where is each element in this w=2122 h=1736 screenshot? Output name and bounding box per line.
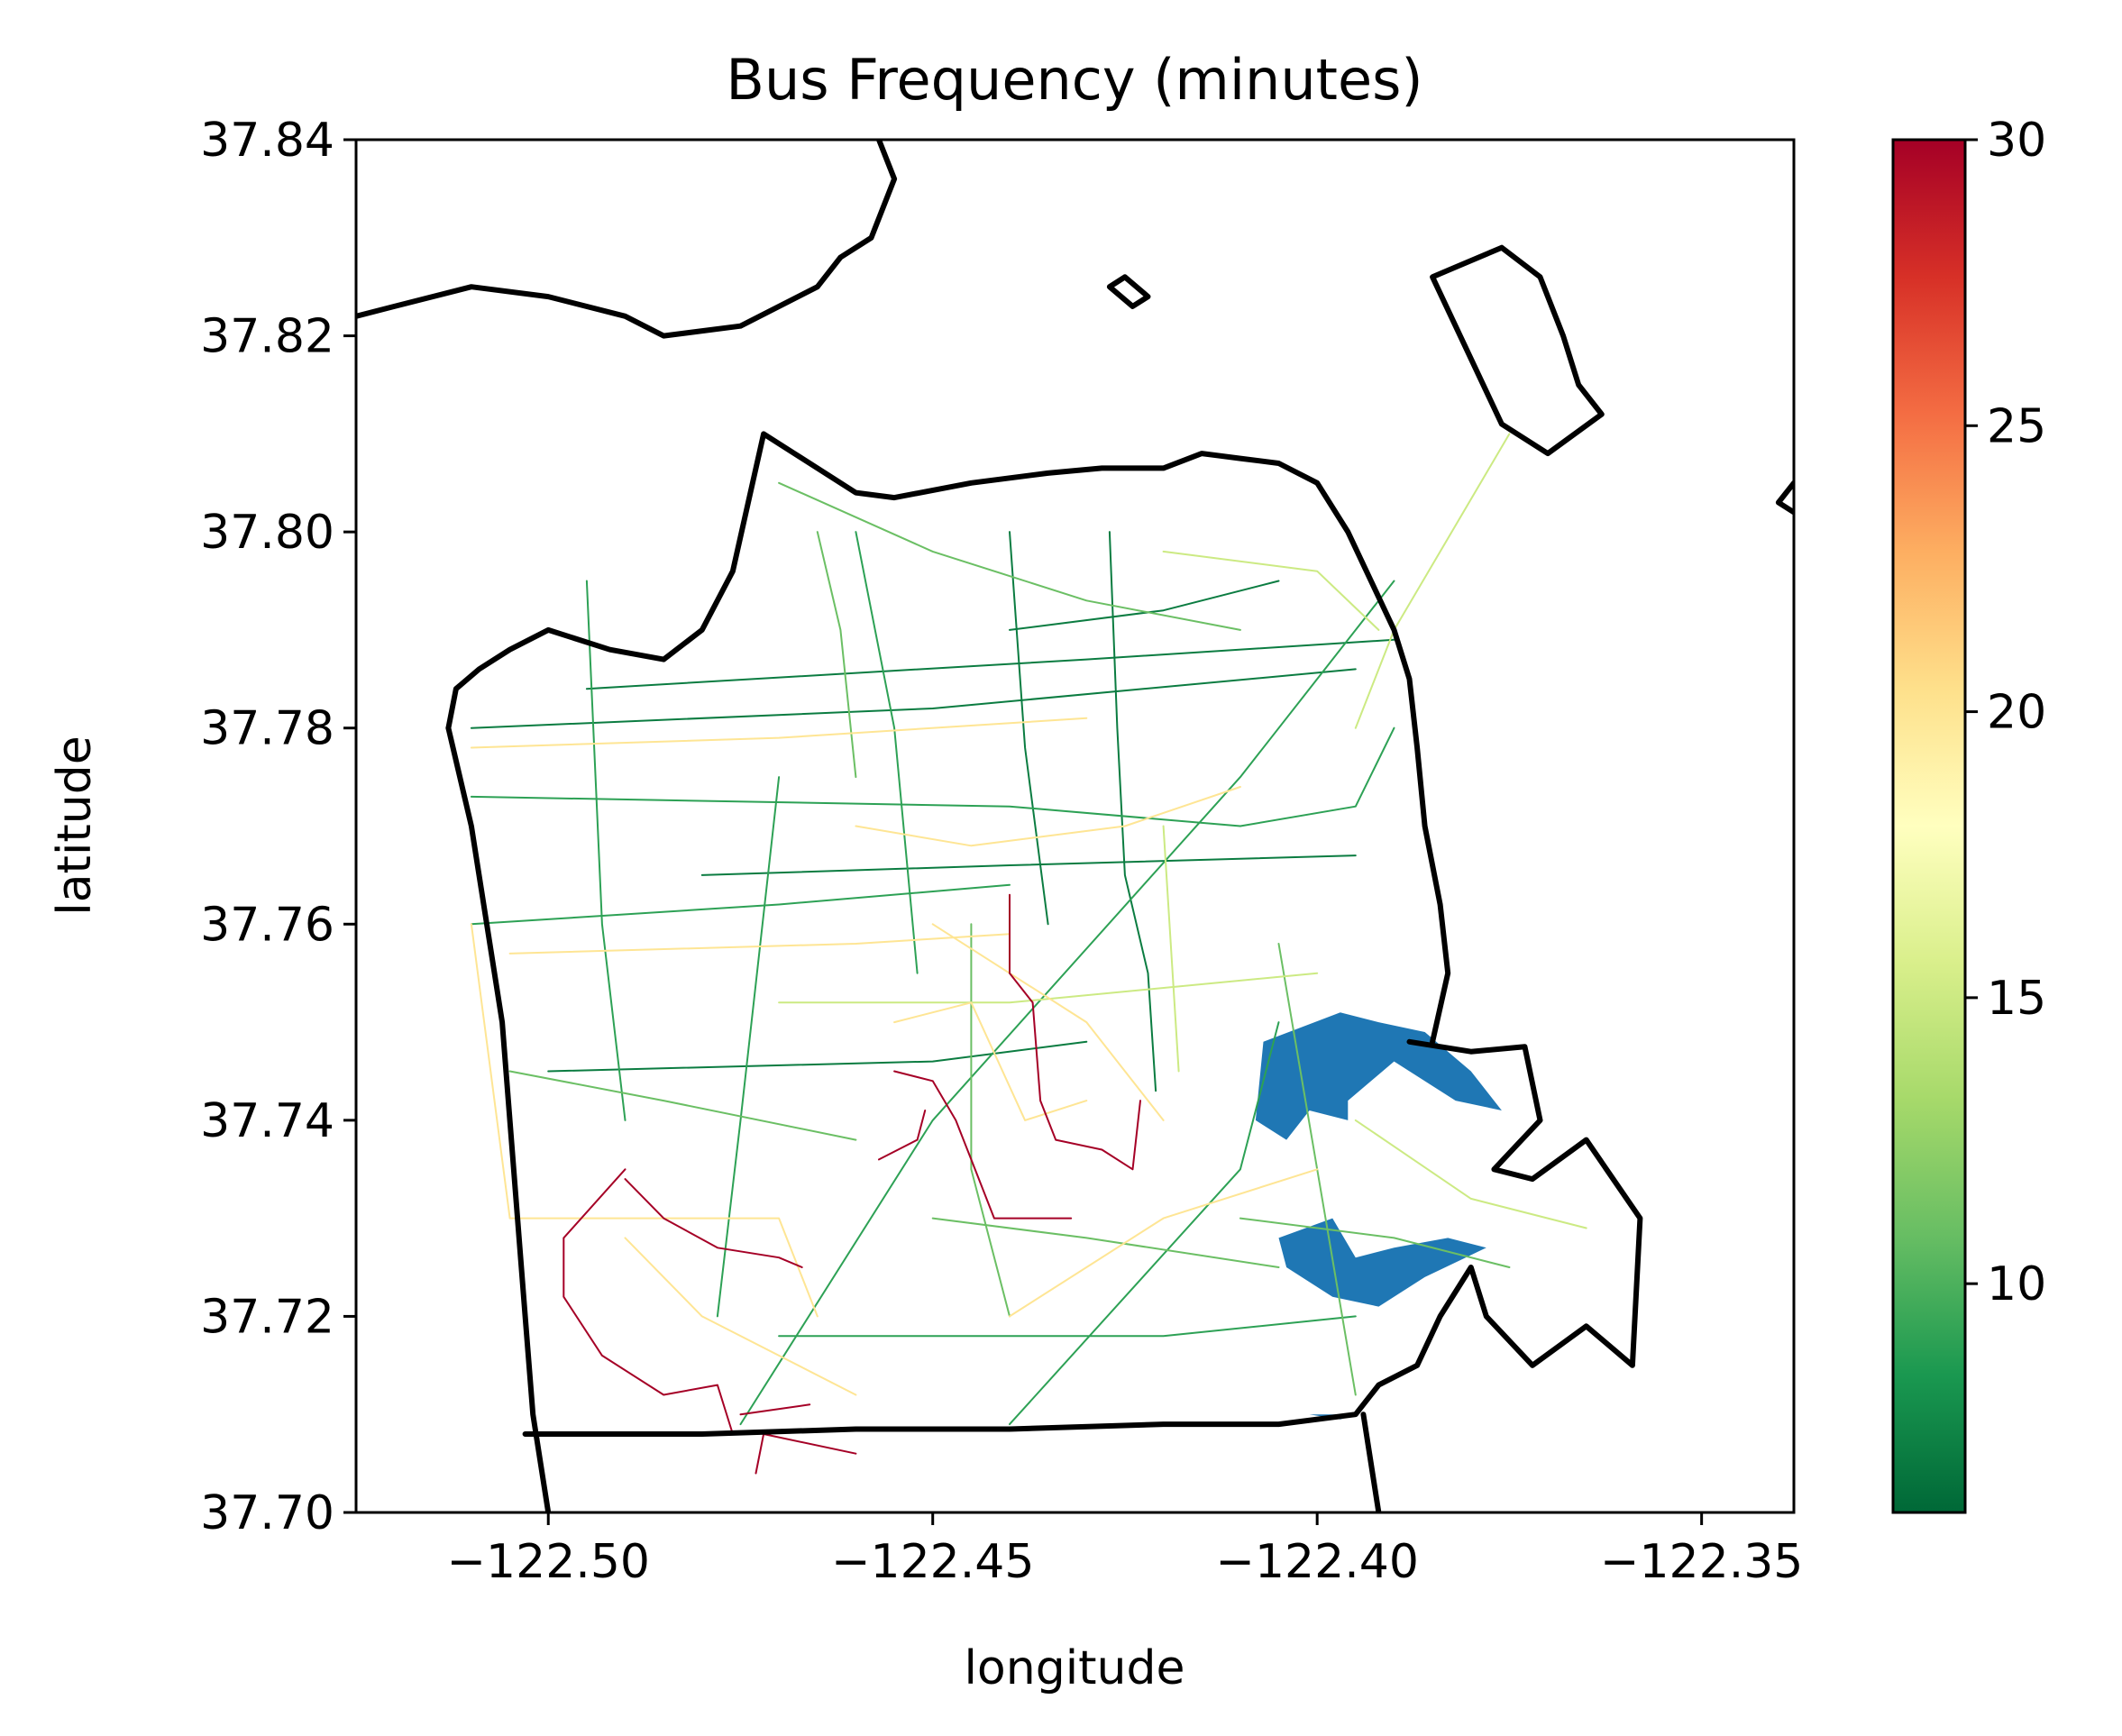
bus-route <box>1239 1217 1511 1268</box>
x-tick-label: −122.45 <box>831 1535 1035 1589</box>
bus-route <box>470 668 1357 729</box>
bus-route <box>739 580 1395 1426</box>
bus-route <box>931 923 1165 1121</box>
bus-route <box>816 531 857 779</box>
y-tick-label: 37.70 <box>200 1486 334 1540</box>
bus-route <box>1009 1168 1319 1318</box>
y-tick-label: 37.78 <box>200 702 334 756</box>
x-axis: −122.50 −122.45 −122.40 −122.35 <box>446 1512 1803 1589</box>
bus-route <box>547 1040 1088 1073</box>
bus-route <box>855 786 1241 847</box>
x-axis-label: longitude <box>964 1641 1184 1695</box>
bus-route <box>624 1237 857 1396</box>
bus-route <box>778 1315 1357 1338</box>
bus-route <box>1239 726 1395 827</box>
y-tick-label: 37.72 <box>200 1290 334 1344</box>
bus-route <box>970 923 1011 1318</box>
bus-route <box>470 883 1011 926</box>
bus-route <box>1009 580 1280 631</box>
bus-route <box>470 923 819 1318</box>
colorbar-tick-label: 15 <box>1987 972 2046 1026</box>
bus-route <box>1009 531 1049 926</box>
bus-route <box>1354 1119 1587 1229</box>
plot-frame <box>354 138 1796 1514</box>
shoreline <box>1360 1412 1382 1512</box>
bus-route <box>1162 550 1380 631</box>
y-axis: 37.70 37.72 37.74 37.76 37.78 37.80 37.82 37.84 <box>200 114 356 1540</box>
bus-route <box>508 1070 857 1141</box>
colorbar-tick-label: 10 <box>1987 1257 2046 1311</box>
bus-route <box>893 1070 1073 1220</box>
shoreline <box>356 140 898 339</box>
bus-route <box>700 854 1357 876</box>
bus-route <box>778 972 1319 1004</box>
y-tick-label: 37.80 <box>200 506 334 560</box>
chart-title: Bus Frequency (minutes) <box>726 47 1422 113</box>
bus-route <box>855 531 919 974</box>
bus-route <box>716 776 781 1318</box>
bus-route <box>585 580 627 1121</box>
bus-route <box>563 1168 734 1435</box>
colorbar-tick-label: 25 <box>1987 399 2046 453</box>
colorbar: 10 15 20 25 30 <box>1891 114 2046 1514</box>
map-layers <box>356 140 1794 1512</box>
bus-route <box>878 1110 927 1161</box>
colorbar-ticks: 10 15 20 25 30 <box>1965 114 2046 1311</box>
shoreline <box>1430 244 1605 457</box>
bus-route <box>624 1178 803 1268</box>
shoreline <box>445 431 1451 1045</box>
bus-route <box>1009 1021 1280 1426</box>
bus-route <box>470 717 1088 749</box>
bus-route <box>893 1001 1088 1121</box>
bus-route <box>1108 531 1157 1092</box>
y-tick-label: 37.82 <box>200 310 334 364</box>
plot-area <box>356 140 1794 1512</box>
bus-route <box>1009 893 1141 1171</box>
colorbar-tick-label: 30 <box>1987 114 2046 168</box>
x-tick-label: −122.40 <box>1215 1535 1419 1589</box>
x-tick-label: −122.35 <box>1600 1535 1804 1589</box>
region-zone <box>1255 1012 1502 1140</box>
bus-routes-layer <box>470 433 1587 1475</box>
y-tick-label: 37.84 <box>200 114 334 168</box>
y-tick-label: 37.74 <box>200 1094 334 1148</box>
x-tick-label: −122.50 <box>446 1535 650 1589</box>
bus-route <box>931 1217 1280 1268</box>
region-zone <box>1278 1218 1486 1307</box>
bus-route <box>739 1403 811 1416</box>
bus-route <box>508 933 1011 955</box>
shoreline <box>522 1038 1643 1437</box>
colorbar-scale <box>1891 138 1967 1514</box>
bus-route <box>470 795 1241 827</box>
y-axis-label: latitude <box>48 736 102 916</box>
shoreline-layer <box>356 140 1794 1512</box>
colorbar-tick-label: 20 <box>1987 686 2046 740</box>
bus-route <box>1162 825 1180 1073</box>
y-tick-label: 37.76 <box>200 898 334 952</box>
bus-route <box>585 638 1395 690</box>
shoreline <box>445 725 552 1512</box>
shoreline <box>1775 480 1794 516</box>
shoreline <box>1106 274 1151 309</box>
bus-route <box>778 481 1241 631</box>
